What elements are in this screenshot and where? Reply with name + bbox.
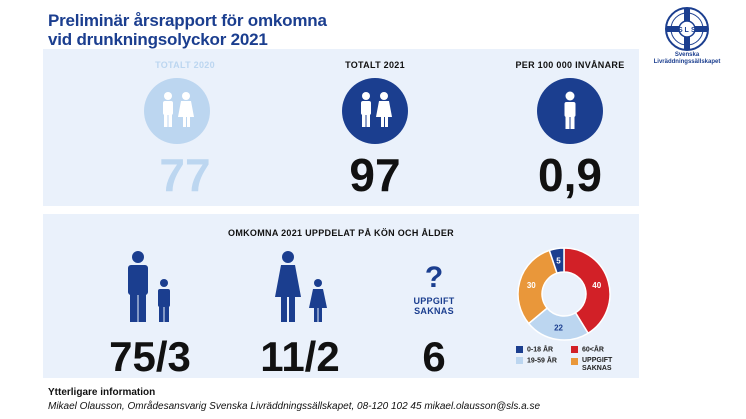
legend-swatch-unknown [571, 358, 578, 365]
page-title: Preliminär årsrapport för omkomna vid dr… [48, 11, 327, 49]
legend-label-unknown: UPPGIFT SAKNAS [582, 357, 613, 372]
question-mark-icon: ? [422, 261, 446, 294]
stat-per-capita-value: 0,9 [538, 149, 602, 201]
totals-panel [43, 49, 639, 206]
legend-swatch-0-18 [516, 346, 523, 353]
slice-label-unknown: 30 [527, 281, 536, 290]
legend-label-19-59: 19-59 ÅR [527, 357, 557, 365]
lifebuoy-icon: S L S [665, 7, 709, 51]
logo-text-line-1: Svenska [674, 52, 700, 58]
slice-label-0-18: 5 [556, 256, 561, 265]
unknown-label-line-1: UPPGIFT [413, 296, 455, 306]
title-line-2: vid drunkningsolyckor 2021 [48, 30, 268, 49]
woman-girl-figures [268, 250, 334, 336]
couple-icon [163, 92, 194, 127]
legend-swatch-60 [571, 346, 578, 353]
stat-per-capita-label: PER 100 000 INVÅNARE [515, 60, 625, 70]
person-icon [564, 91, 576, 129]
slice-60 [563, 247, 611, 335]
age-donut-chart: 40 22 30 5 [512, 246, 616, 342]
logo-letter-1: S [678, 27, 683, 34]
stat-2021-value: 97 [349, 149, 401, 201]
legend-label-60: 60<ÅR [582, 346, 604, 354]
legend-item-unknown: UPPGIFT SAKNAS [571, 357, 635, 373]
sls-logo: S L S Svenska Livräddningssällskapet [647, 6, 727, 70]
stat-2021-circle [342, 78, 408, 144]
man-and-boy-icon [128, 251, 170, 322]
woman-and-girl-icon [275, 251, 327, 322]
stat-2021-label: TOTALT 2021 [345, 60, 405, 70]
logo-letter-3: S [691, 27, 696, 34]
legend-item-60: 60<ÅR [571, 346, 604, 353]
couple-icon [361, 92, 392, 127]
slice-0-18 [548, 247, 565, 275]
unknown-label: UPPGIFT SAKNAS [404, 296, 464, 316]
footer-heading: Ytterligare information [48, 387, 156, 398]
logo-text-line-2: Livräddningssällskapet [653, 59, 721, 65]
legend-swatch-19-59 [516, 357, 523, 364]
logo-letter-2: L [685, 27, 690, 34]
slice-unknown [517, 249, 558, 325]
stat-2020-value: 77 [159, 149, 211, 201]
legend-item-0-18: 0-18 ÅR [516, 346, 553, 353]
men-value: 75/3 [109, 333, 191, 380]
title-line-1: Preliminär årsrapport för omkomna [48, 11, 327, 30]
stat-2020-label: TOTALT 2020 [155, 60, 215, 70]
man-boy-figures [118, 250, 182, 336]
legend-item-19-59: 19-59 ÅR [516, 357, 557, 364]
donut-svg: 40 22 30 5 [517, 247, 611, 341]
logo-text: Svenska Livräddningssällskapet [647, 52, 727, 66]
stat-2020-circle [144, 78, 210, 144]
footer-contact: Mikael Olausson, Områdesansvarig Svenska… [48, 401, 541, 412]
women-value: 11/2 [260, 333, 340, 380]
breakdown-heading: OMKOMNA 2021 UPPDELAT PÅ KÖN OCH ÅLDER [228, 228, 454, 238]
svg-text:?: ? [425, 262, 443, 292]
unknown-value: 6 [422, 333, 446, 380]
unknown-label-line-2: SAKNAS [414, 306, 454, 316]
slice-label-60: 40 [592, 281, 601, 290]
stat-per-capita-circle [537, 78, 603, 144]
slice-label-19-59: 22 [554, 324, 563, 333]
legend-label-0-18: 0-18 ÅR [527, 346, 554, 354]
